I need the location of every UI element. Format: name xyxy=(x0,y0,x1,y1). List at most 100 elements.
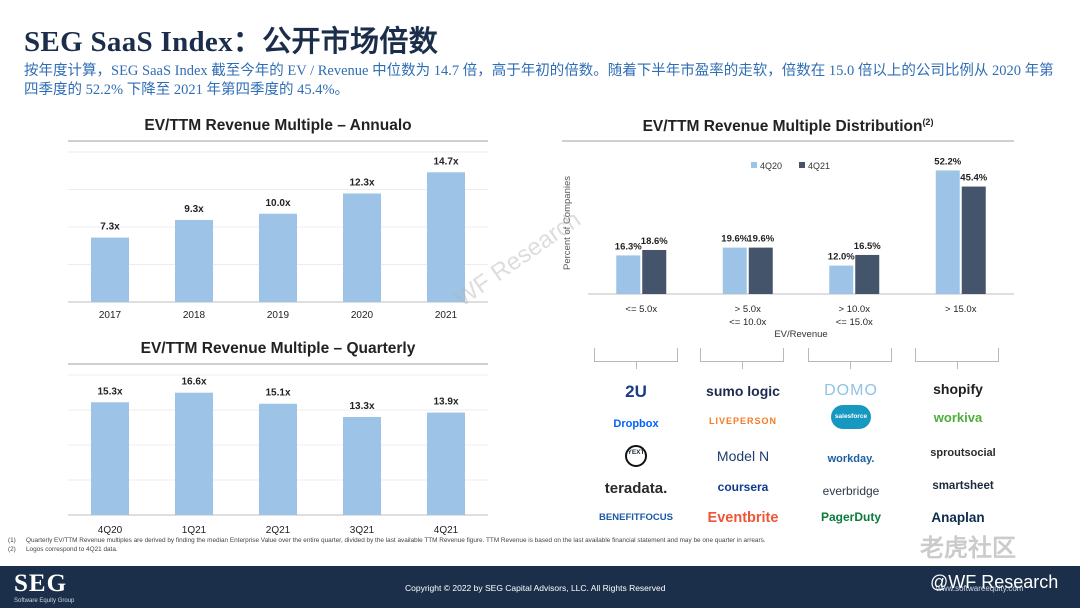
quarterly-tick-label: 4Q20 xyxy=(98,525,123,536)
distribution-data-label: 16.5% xyxy=(854,241,881,252)
distribution-data-label: 19.6% xyxy=(747,234,774,245)
annual-chart: 7.3x 2017 9.3x 2018 10.0x 2019 12.3x 2020 14.7x 2… xyxy=(68,151,488,321)
distribution-bar-4Q21-1 xyxy=(748,247,773,294)
legend-swatch-4Q21 xyxy=(799,162,805,168)
annual-tick-label: 2018 xyxy=(183,310,206,321)
page-subtitle: 按年度计算，SEG SaaS Index 截至今年的 EV / Revenue … xyxy=(24,63,1054,98)
footnote-2-num: (2) xyxy=(8,546,16,553)
annual-data-label: 7.3x xyxy=(100,222,120,233)
distribution-bar-4Q20-2 xyxy=(829,265,854,294)
footer-website: www.softwareequity.com xyxy=(936,584,1024,593)
distribution-bar-4Q21-2 xyxy=(855,254,880,294)
distribution-tick-label: > 5.0x xyxy=(735,304,761,315)
annual-tick-label: 2019 xyxy=(267,310,290,321)
annual-chart-title: EV/TTM Revenue Multiple – Annualo xyxy=(144,117,412,134)
logo-dropbox: Dropbox xyxy=(613,418,659,430)
annual-data-label: 9.3x xyxy=(184,204,204,215)
legend-label-4Q21: 4Q21 xyxy=(808,161,830,171)
logo-eventbrite: Eventbrite xyxy=(707,510,779,526)
quarterly-chart-title: EV/TTM Revenue Multiple – Quarterly xyxy=(140,340,416,357)
logo-pagerduty: PagerDuty xyxy=(820,510,882,524)
quarterly-data-label: 13.9x xyxy=(433,397,458,408)
annual-bar-2019 xyxy=(259,213,297,302)
annual-bar-2021 xyxy=(427,172,465,302)
logo-sproutsocial: sproutsocial xyxy=(930,447,996,459)
annual-tick-label: 2017 xyxy=(99,310,122,321)
distribution-tick-label: > 15.0x xyxy=(945,304,977,315)
footnote-1-text: Quarterly EV/TTM Revenue multiples are d… xyxy=(26,537,766,544)
logo-coursera: coursera xyxy=(717,480,769,494)
distribution-tick-label: <= 10.0x xyxy=(729,317,766,328)
distribution-data-label: 19.6% xyxy=(721,234,748,245)
logo-sumologic: sumo logic xyxy=(706,383,780,399)
quarterly-data-label: 15.3x xyxy=(97,386,122,397)
distribution-title-rule xyxy=(562,140,1014,142)
distribution-bar-4Q21-3 xyxy=(961,186,986,294)
footer-bar: SEG Software Equity Group Copyright © 20… xyxy=(0,566,1080,608)
footnote-2-text: Logos correspond to 4Q21 data. xyxy=(26,546,118,553)
quarterly-tick-label: 1Q21 xyxy=(182,525,207,536)
quarterly-tick-label: 2Q21 xyxy=(266,525,291,536)
logo-benefitfocus: BENEFITFOCUS xyxy=(599,512,673,523)
quarterly-tick-label: 3Q21 xyxy=(350,525,375,536)
distribution-chart-title: EV/TTM Revenue Multiple Distribution(2) xyxy=(562,117,1014,136)
logo-everbridge: everbridge xyxy=(822,484,880,498)
footnote-2: (2) Logos correspond to 4Q21 data. xyxy=(8,545,766,554)
distribution-chart: Percent of Companies 4Q20 4Q21 16.3% 18.6% <=… xyxy=(562,156,1014,340)
distribution-data-label: 52.2% xyxy=(934,156,961,167)
quarterly-chart: 15.3x 4Q20 16.6x 1Q21 15.1x 2Q21 13.3x 3Q21 13.9… xyxy=(68,374,488,536)
logo-bracket-3 xyxy=(808,348,892,369)
quarterly-bar-4Q20 xyxy=(91,402,129,515)
logo-2u: 2U xyxy=(625,382,647,401)
legend-swatch-4Q20 xyxy=(751,162,757,168)
legend-label-4Q20: 4Q20 xyxy=(760,161,782,171)
distribution-bar-4Q20-1 xyxy=(722,247,747,294)
annual-tick-label: 2021 xyxy=(435,310,458,321)
logo-yext-text: YEXT xyxy=(627,449,645,456)
distribution-x-axis-label: EV/Revenue xyxy=(774,329,827,340)
watermark-handle: @WF Research xyxy=(930,572,1059,592)
annual-title-rule xyxy=(68,140,488,142)
logo-bracket-4 xyxy=(915,348,999,369)
seg-logo-subtitle: Software Equity Group xyxy=(14,598,75,604)
logo-bracket-1 xyxy=(594,348,678,369)
distribution-bar-4Q20-0 xyxy=(616,255,641,294)
annual-bar-2018 xyxy=(175,219,213,302)
annual-data-label: 10.0x xyxy=(265,198,290,209)
quarterly-tick-label: 4Q21 xyxy=(434,525,459,536)
quarterly-bar-4Q21 xyxy=(427,412,465,515)
logo-workday: workday. xyxy=(827,453,875,465)
distribution-data-label: 12.0% xyxy=(828,252,855,263)
distribution-data-label: 45.4% xyxy=(960,173,987,184)
annual-data-label: 12.3x xyxy=(349,177,374,188)
logo-salesforce-text: salesforce xyxy=(834,413,868,420)
quarterly-bar-3Q21 xyxy=(343,417,381,515)
quarterly-data-label: 15.1x xyxy=(265,388,290,399)
annual-data-label: 14.7x xyxy=(433,156,458,167)
page-title: SEG SaaS Index：公开市场倍数 xyxy=(24,26,438,58)
logo-domo: DOMO xyxy=(824,382,878,399)
distribution-y-axis-label: Percent of Companies xyxy=(562,176,573,270)
quarterly-data-label: 16.6x xyxy=(181,377,206,388)
seg-logo: SEG xyxy=(14,570,68,597)
quarterly-title-rule xyxy=(68,363,488,365)
distribution-bar-4Q21-0 xyxy=(642,249,667,294)
distribution-tick-label: <= 15.0x xyxy=(836,317,873,328)
footnote-1-num: (1) xyxy=(8,537,16,544)
watermark-brand: 老虎社区 xyxy=(920,535,1016,562)
annual-tick-label: 2020 xyxy=(351,310,374,321)
annual-bar-2020 xyxy=(343,193,381,302)
quarterly-bar-1Q21 xyxy=(175,392,213,515)
logo-modeln: Model N xyxy=(716,448,770,464)
logo-smartsheet: smartsheet xyxy=(932,480,994,492)
distribution-tick-label: <= 5.0x xyxy=(625,304,657,315)
distribution-title-note: (2) xyxy=(922,117,934,127)
quarterly-bar-2Q21 xyxy=(259,403,297,515)
distribution-title-text: EV/TTM Revenue Multiple Distribution xyxy=(642,118,923,136)
logo-salesforce: salesforce xyxy=(831,405,871,429)
logo-workiva: workiva xyxy=(933,410,983,425)
logo-liveperson: LIVEPERSON xyxy=(708,416,778,426)
distribution-tick-label: > 10.0x xyxy=(839,304,871,315)
distribution-bar-4Q20-3 xyxy=(935,170,960,294)
logo-yext: YEXT xyxy=(625,445,647,467)
